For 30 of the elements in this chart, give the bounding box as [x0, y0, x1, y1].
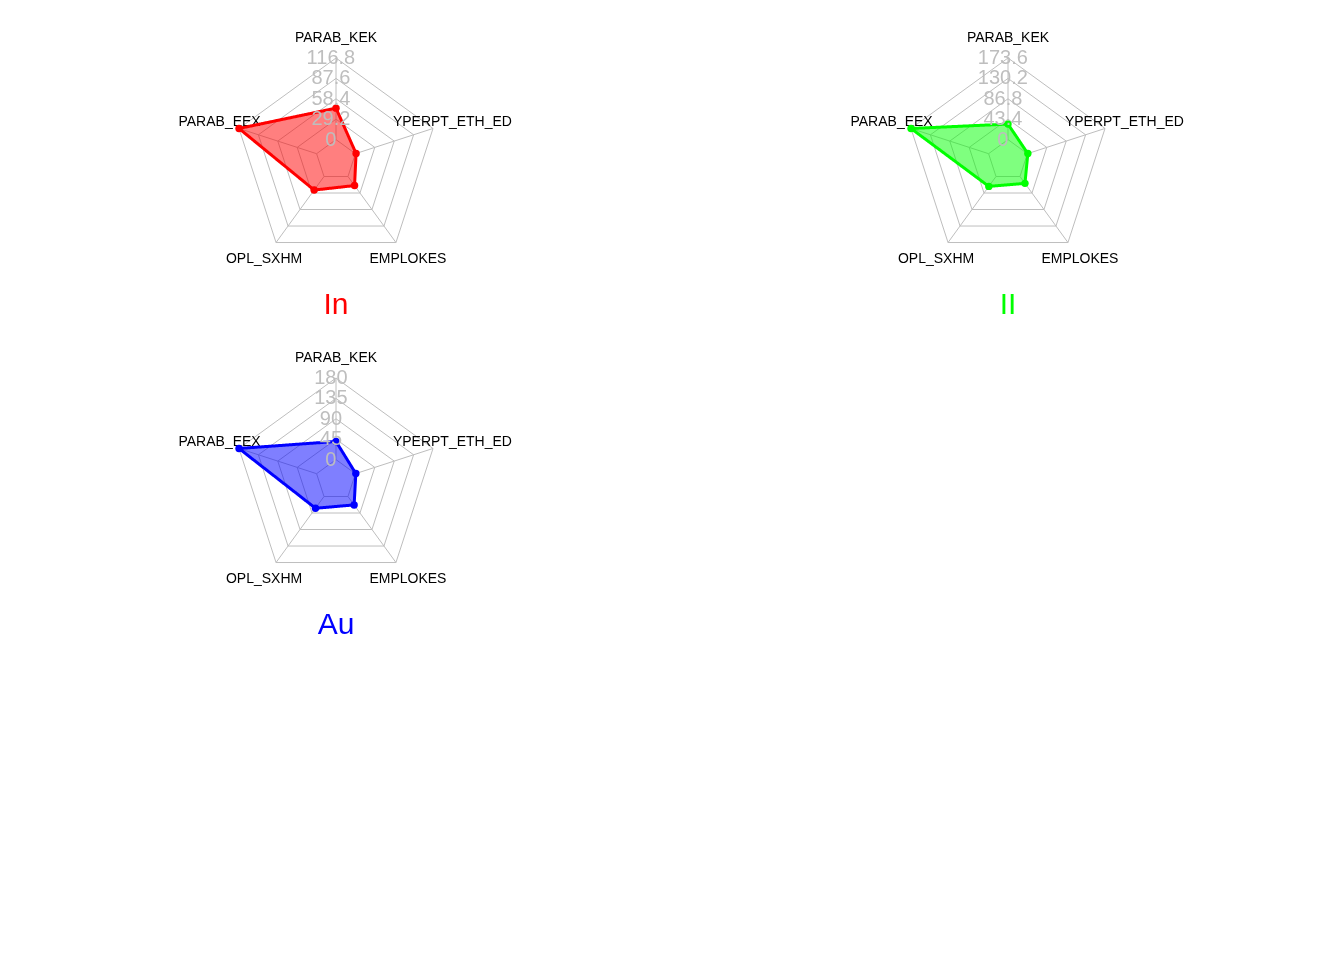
y-tick-label: 135	[314, 386, 348, 409]
spoke-label: PARAB_EEX	[178, 433, 262, 450]
spoke-label: PARAB_KEK	[294, 348, 378, 365]
spoke-label: EMPLOKES	[1041, 250, 1119, 267]
y-tick-label: 90	[319, 406, 343, 429]
y-tick-label: 130.2	[977, 66, 1028, 89]
spoke-label: OPL_SXHM	[225, 250, 303, 267]
spoke-label: EMPLOKES	[369, 250, 447, 267]
spoke-label: PARAB_KEK	[294, 28, 378, 45]
y-tick-label: 0	[325, 127, 337, 150]
y-tick-label: 173.6	[977, 46, 1028, 68]
spoke-label: YPERPT_ETH_ED	[1064, 113, 1184, 130]
text: II	[999, 287, 1017, 320]
spoke-label: YPERPT_ETH_ED	[392, 433, 512, 450]
text: In	[323, 287, 349, 320]
spoke-label: PARAB_EEX	[850, 113, 934, 130]
spoke-label: PARAB_EEX	[178, 113, 262, 130]
spoke-label: YPERPT_ETH_ED	[392, 113, 512, 130]
spoke-label: PARAB_KEK	[966, 28, 1050, 45]
y-tick-label: 180	[314, 366, 348, 388]
y-tick-label: 87.6	[311, 66, 351, 89]
y-tick-label: 0	[325, 447, 337, 470]
spoke-label: OPL_SXHM	[897, 250, 975, 267]
text: Au	[317, 607, 355, 640]
y-tick-label: 58.4	[311, 86, 351, 109]
spoke-label: OPL_SXHM	[225, 570, 303, 587]
y-tick-label: 86.8	[983, 86, 1023, 109]
y-tick-label: 0	[997, 127, 1009, 150]
y-tick-label: 116.8	[306, 46, 356, 68]
spoke-label: EMPLOKES	[369, 570, 447, 587]
